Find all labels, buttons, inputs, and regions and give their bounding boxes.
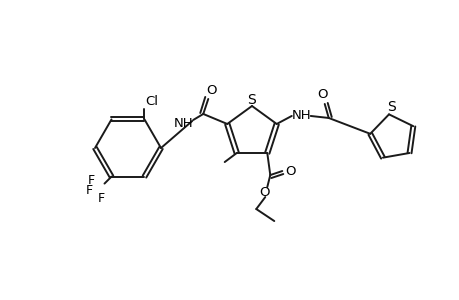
- Text: NH: NH: [173, 118, 193, 130]
- Text: F: F: [88, 174, 95, 187]
- Text: O: O: [285, 164, 295, 178]
- Text: O: O: [317, 88, 327, 101]
- Text: O: O: [258, 185, 269, 199]
- Text: NH: NH: [291, 110, 311, 122]
- Text: F: F: [86, 184, 93, 197]
- Text: Cl: Cl: [145, 95, 157, 108]
- Text: O: O: [206, 85, 216, 98]
- Text: F: F: [98, 192, 105, 205]
- Text: S: S: [247, 93, 256, 107]
- Text: S: S: [386, 100, 395, 114]
